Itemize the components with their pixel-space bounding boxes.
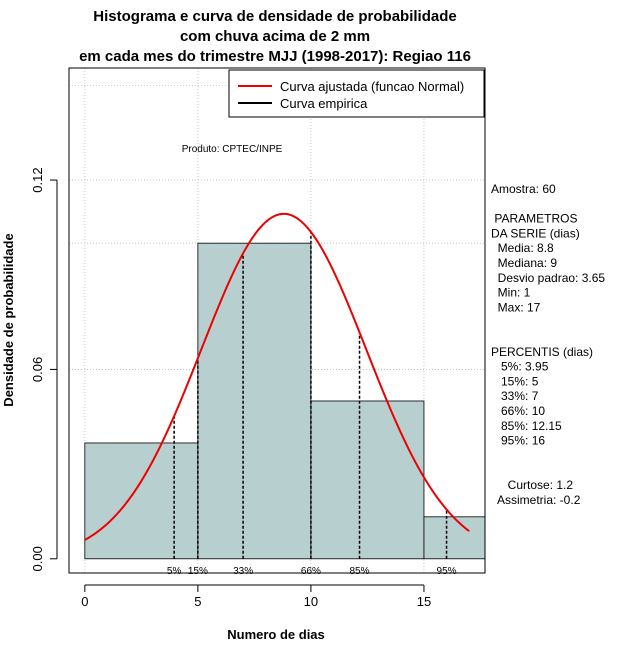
histogram-bar [310, 400, 425, 560]
stats-line: DA SERIE (dias) [491, 226, 580, 240]
histogram-bar [84, 442, 199, 560]
percentile-label: 5% [167, 566, 182, 577]
stats-line: 66%: 10 [491, 404, 545, 418]
legend-label-empirical: Curva empirica [280, 96, 368, 111]
stats-line: 15%: 5 [491, 374, 539, 388]
x-tick-label: 10 [304, 594, 318, 609]
normal-curve-layer [84, 212, 470, 541]
percentile-markers: 5% 15% 33% 66% 85% 95% [167, 231, 457, 577]
stats-line: Amostra: 60 [491, 182, 556, 196]
percentile-label: 33% [233, 566, 253, 577]
title-line-2: com chuva acima de 2 mm [180, 28, 370, 45]
x-tick-label: 15 [417, 594, 431, 609]
stats-line: 5%: 3.95 [491, 360, 549, 374]
axes: 0 5 10 15 0.00 0.06 0.12 [30, 167, 431, 609]
percentile-label: 66% [301, 566, 321, 577]
stats-line: Min: 1 [491, 286, 531, 300]
legend-label-fitted: Curva ajustada (funcao Normal) [280, 79, 464, 94]
normal-curve [84, 212, 470, 541]
chart-title: Histograma e curva de densidade de proba… [79, 8, 471, 65]
histogram-bar [423, 516, 486, 560]
x-axis-label: Numero de dias [227, 627, 325, 642]
y-tick-label: 0.12 [30, 167, 45, 192]
stats-line: Max: 17 [491, 300, 541, 314]
stats-line: 33%: 7 [491, 389, 539, 403]
y-tick-label: 0.06 [30, 357, 45, 382]
stats-line: Assimetria: -0.2 [491, 493, 581, 507]
stats-line: PARAMETROS [491, 212, 577, 226]
title-line-1: Histograma e curva de densidade de proba… [93, 8, 456, 25]
y-axis-label: Densidade de probabilidade [1, 233, 16, 406]
percentile-label: 95% [437, 566, 457, 577]
legend-box [228, 69, 485, 118]
x-tick-label: 0 [81, 594, 88, 609]
percentile-label: 85% [350, 566, 370, 577]
product-annotation: Produto: CPTEC/INPE [182, 144, 283, 155]
stats-line: Mediana: 9 [491, 256, 557, 270]
percentile-label: 15% [188, 566, 208, 577]
stats-line: 95%: 16 [491, 434, 545, 448]
x-tick-label: 5 [194, 594, 201, 609]
histogram-bar [197, 242, 312, 560]
stats-line: Desvio padrao: 3.65 [491, 271, 605, 285]
stats-line: Media: 8.8 [491, 241, 554, 255]
plot-frame [68, 67, 486, 574]
stats-line: 85%: 12.15 [491, 419, 562, 433]
histogram-bars [84, 242, 486, 560]
stats-line: PERCENTIS (dias) [491, 345, 593, 359]
title-line-3: em cada mes do trimestre MJJ (1998-2017)… [79, 48, 471, 65]
y-tick-label: 0.00 [30, 546, 45, 571]
legend: Curva ajustada (funcao Normal) Curva emp… [228, 69, 485, 118]
stats-line: Curtose: 1.2 [491, 478, 573, 492]
